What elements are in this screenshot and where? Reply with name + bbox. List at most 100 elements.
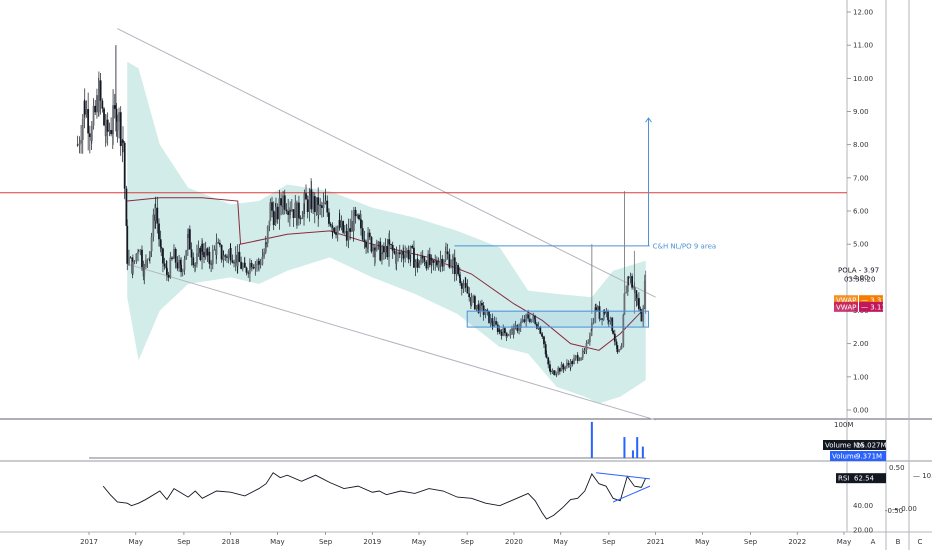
candle[interactable] [96, 95, 98, 113]
candle[interactable] [320, 205, 323, 208]
candle[interactable] [475, 305, 478, 310]
candle[interactable] [441, 258, 444, 267]
candle[interactable] [352, 209, 355, 231]
candle[interactable] [250, 267, 253, 269]
candle[interactable] [88, 133, 91, 137]
candle[interactable] [486, 309, 489, 312]
candle[interactable] [190, 249, 193, 258]
candle[interactable] [519, 322, 522, 329]
candle[interactable] [374, 250, 377, 257]
candle[interactable] [298, 202, 300, 219]
candle[interactable] [444, 251, 447, 261]
candle[interactable] [292, 209, 295, 218]
candle[interactable] [328, 212, 330, 224]
candle[interactable] [272, 210, 275, 226]
candle[interactable] [166, 268, 168, 275]
candle[interactable] [275, 206, 277, 212]
candle[interactable] [199, 247, 202, 260]
candle[interactable] [132, 261, 134, 274]
candle[interactable] [462, 285, 465, 289]
candle[interactable] [215, 242, 218, 255]
candle[interactable] [580, 357, 582, 360]
candle[interactable] [414, 261, 417, 268]
candle[interactable] [416, 259, 419, 268]
candle[interactable] [167, 274, 170, 278]
candle[interactable] [464, 282, 467, 287]
candle[interactable] [560, 364, 563, 372]
candle[interactable] [234, 254, 237, 264]
candle[interactable] [443, 260, 445, 267]
candle[interactable] [544, 344, 547, 355]
candle[interactable] [141, 249, 143, 268]
candle[interactable] [509, 330, 512, 335]
candle[interactable] [218, 242, 221, 245]
candle[interactable] [595, 307, 598, 311]
candle[interactable] [607, 320, 610, 322]
candle[interactable] [472, 296, 475, 298]
candle[interactable] [627, 277, 630, 279]
candle[interactable] [451, 259, 454, 266]
candle[interactable] [203, 251, 205, 258]
candle[interactable] [180, 264, 182, 273]
candle[interactable] [259, 264, 262, 266]
candle[interactable] [391, 244, 394, 251]
candle[interactable] [629, 276, 632, 278]
candle[interactable] [479, 302, 482, 313]
candle[interactable] [611, 317, 614, 331]
candle[interactable] [278, 198, 281, 220]
candle[interactable] [326, 200, 329, 213]
candle[interactable] [541, 336, 544, 337]
candle[interactable] [312, 196, 314, 210]
candle[interactable] [224, 255, 227, 257]
candle[interactable] [477, 304, 480, 313]
candle[interactable] [148, 257, 151, 260]
candle[interactable] [285, 209, 288, 212]
candle[interactable] [163, 263, 166, 267]
candle[interactable] [505, 336, 508, 338]
candle[interactable] [539, 326, 542, 334]
candle[interactable] [143, 266, 146, 277]
candle[interactable] [455, 265, 458, 275]
candle[interactable] [266, 226, 269, 244]
descending-support-line[interactable] [127, 263, 656, 421]
candle[interactable] [590, 328, 593, 336]
candle[interactable] [434, 261, 437, 263]
candle[interactable] [340, 221, 343, 228]
candle[interactable] [115, 108, 118, 131]
candle[interactable] [383, 246, 385, 253]
candle[interactable] [169, 257, 172, 278]
candle[interactable] [520, 322, 522, 323]
candle[interactable] [217, 242, 220, 244]
candle[interactable] [360, 219, 362, 229]
candle[interactable] [137, 251, 139, 254]
candle[interactable] [607, 311, 609, 321]
candle[interactable] [227, 251, 230, 258]
candle[interactable] [301, 217, 304, 219]
candle[interactable] [457, 265, 460, 275]
candle[interactable] [573, 358, 575, 364]
candle[interactable] [411, 246, 414, 248]
candle[interactable] [250, 262, 253, 269]
candle[interactable] [222, 255, 225, 260]
candle[interactable] [598, 306, 601, 320]
candle[interactable] [336, 226, 339, 235]
candle[interactable] [473, 296, 476, 310]
candle[interactable] [319, 204, 322, 206]
candle[interactable] [619, 348, 622, 350]
candle[interactable] [122, 140, 124, 143]
candle[interactable] [271, 202, 273, 211]
candle[interactable] [637, 298, 640, 309]
candle[interactable] [306, 199, 309, 212]
candle[interactable] [592, 322, 595, 324]
candle[interactable] [530, 318, 533, 322]
candle[interactable] [310, 189, 313, 210]
candle[interactable] [642, 307, 645, 322]
candle[interactable] [585, 343, 588, 351]
candle[interactable] [90, 125, 93, 141]
candle[interactable] [187, 229, 190, 234]
candle[interactable] [233, 262, 235, 264]
candle[interactable] [358, 214, 360, 220]
candle[interactable] [345, 231, 348, 241]
candle[interactable] [303, 193, 306, 204]
candle[interactable] [249, 262, 251, 274]
